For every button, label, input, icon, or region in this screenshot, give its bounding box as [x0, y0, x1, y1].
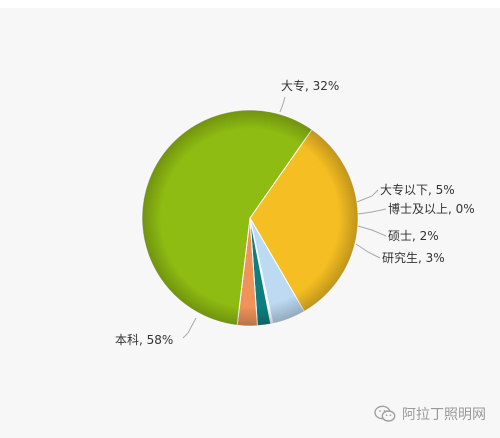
slice-label-3: 硕士, 2% [388, 229, 439, 243]
leader-line-2 [357, 208, 387, 215]
slice-label-2: 博士及以上, 0% [388, 201, 475, 216]
wechat-icon [374, 405, 396, 422]
slice-label-1: 大专以下, 5% [380, 182, 455, 197]
watermark: 阿拉丁照明网 [374, 404, 486, 424]
leader-line-0 [279, 96, 286, 113]
leader-line-1 [356, 189, 379, 203]
top-band [0, 0, 500, 8]
leader-line-4 [355, 243, 381, 259]
slice-label-4: 研究生, 3% [382, 250, 445, 265]
leader-line-3 [357, 225, 387, 237]
watermark-text: 阿拉丁照明网 [402, 407, 486, 423]
slice-label-0: 大专, 32% [281, 78, 339, 93]
slice-label-5: 本科, 58% [115, 333, 173, 347]
leader-line-5 [182, 317, 197, 339]
